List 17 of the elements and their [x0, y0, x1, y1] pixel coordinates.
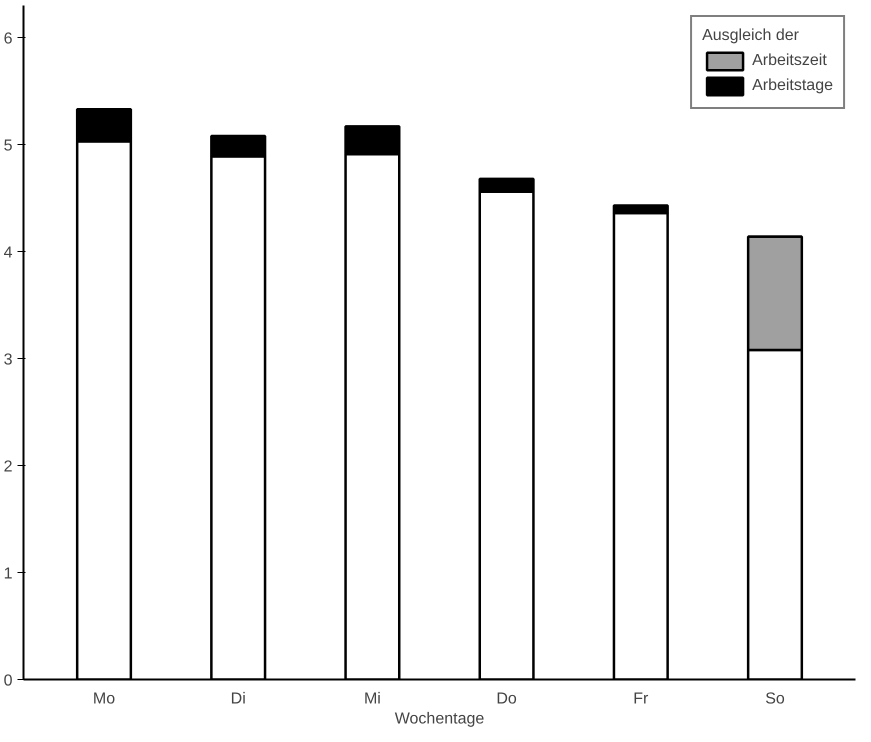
x-tick-label: Fr — [633, 690, 650, 708]
x-tick-label: Mi — [364, 690, 381, 708]
legend-label: Arbeitstage — [752, 77, 833, 95]
legend-label: Arbeitszeit — [752, 52, 827, 70]
y-tick-label: 1 — [4, 566, 13, 583]
x-tick-label: Mo — [92, 690, 116, 708]
y-tick-label: 6 — [4, 30, 13, 48]
x-tick-label: So — [765, 690, 785, 708]
y-tick-label: 4 — [4, 244, 13, 262]
x-tick-label: Di — [230, 690, 246, 708]
y-tick-label: 0 — [4, 672, 13, 690]
x-tick-label: Do — [496, 690, 517, 708]
x-axis-title: Wochentage — [394, 710, 484, 728]
y-tick-label: 3 — [4, 352, 13, 369]
legend-title: Ausgleich der — [702, 27, 800, 45]
y-tick-label: 5 — [4, 138, 13, 155]
y-tick-label: 2 — [4, 458, 13, 476]
